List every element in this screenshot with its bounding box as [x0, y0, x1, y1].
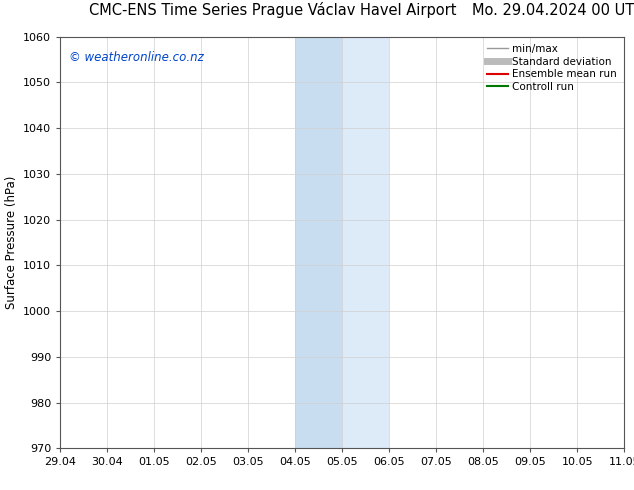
Text: © weatheronline.co.nz: © weatheronline.co.nz	[68, 51, 204, 64]
Bar	[624, 37, 634, 448]
Text: CMC-ENS Time Series Prague Václav Havel Airport: CMC-ENS Time Series Prague Václav Havel …	[89, 2, 456, 18]
Y-axis label: Surface Pressure (hPa): Surface Pressure (hPa)	[4, 176, 18, 309]
Bar	[342, 37, 389, 448]
Text: Mo. 29.04.2024 00 UTC: Mo. 29.04.2024 00 UTC	[472, 3, 634, 18]
Bar	[295, 37, 342, 448]
Legend: min/max, Standard deviation, Ensemble mean run, Controll run: min/max, Standard deviation, Ensemble me…	[483, 40, 621, 96]
